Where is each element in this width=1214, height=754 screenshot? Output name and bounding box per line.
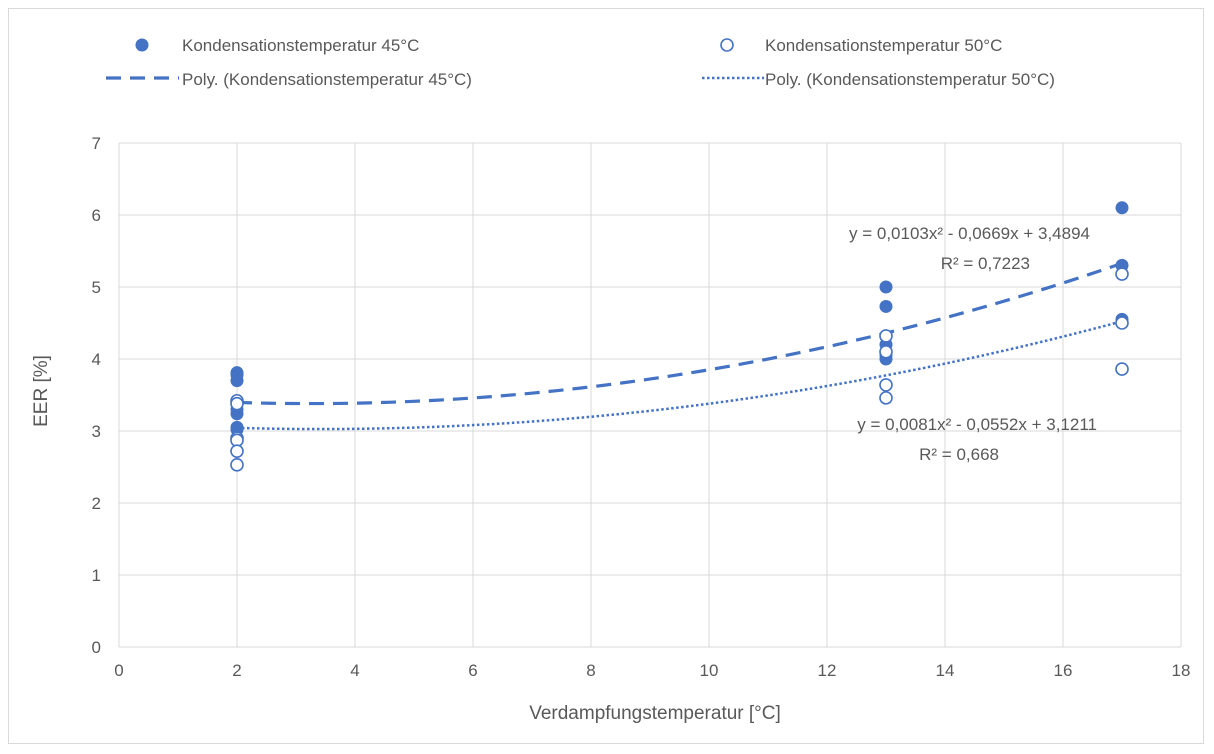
y-tick-label: 0 xyxy=(92,638,101,657)
legend: Kondensationstemperatur 45°C Kondensatio… xyxy=(106,36,1055,89)
y-tick-label: 3 xyxy=(92,422,101,441)
trendline-45 xyxy=(236,261,1123,406)
x-tick-label: 16 xyxy=(1054,661,1073,680)
x-tick-label: 4 xyxy=(350,661,359,680)
y-tick-label: 6 xyxy=(92,206,101,225)
data-point-45 xyxy=(230,374,244,388)
legend-label-45: Kondensationstemperatur 45°C xyxy=(182,36,419,55)
data-point-50 xyxy=(1115,267,1129,281)
y-axis-title: EER [%] xyxy=(31,355,52,427)
y-tick-label: 2 xyxy=(92,494,101,513)
x-tick-label: 6 xyxy=(468,661,477,680)
data-point-50 xyxy=(879,329,893,343)
x-tick-label: 2 xyxy=(232,661,241,680)
trend-50-r2: R² = 0,668 xyxy=(919,445,999,464)
y-tick-label: 1 xyxy=(92,566,101,585)
legend-label-trend-45: Poly. (Kondensationstemperatur 45°C) xyxy=(182,70,472,89)
x-tick-label: 14 xyxy=(936,661,955,680)
data-point-50 xyxy=(879,378,893,392)
data-point-45 xyxy=(879,280,893,294)
data-point-50 xyxy=(230,396,244,411)
grid xyxy=(118,142,1182,648)
trend-45-r2: R² = 0,7223 xyxy=(941,254,1030,273)
data-point-50 xyxy=(230,458,244,472)
legend-label-50: Kondensationstemperatur 50°C xyxy=(765,36,1002,55)
trend-50-equation: y = 0,0081x² - 0,0552x + 3,1211 xyxy=(857,415,1097,434)
x-tick-label: 18 xyxy=(1172,661,1191,680)
y-tick-label: 5 xyxy=(92,278,101,297)
legend-marker-45 xyxy=(135,38,149,52)
trendlines xyxy=(236,261,1123,431)
x-tick-label: 12 xyxy=(818,661,837,680)
y-tick-label: 4 xyxy=(92,350,101,369)
x-axis-title: Verdampfungstemperatur [°C] xyxy=(529,703,781,724)
data-point-45 xyxy=(230,407,244,421)
y-tick-label: 7 xyxy=(92,134,101,153)
data-point-50 xyxy=(1115,362,1129,376)
x-tick-label: 10 xyxy=(700,661,719,680)
data-point-50 xyxy=(879,391,893,405)
data-point-45 xyxy=(879,299,893,313)
x-tick-label: 8 xyxy=(586,661,595,680)
data-point-50 xyxy=(1115,316,1129,330)
data-point-45 xyxy=(1115,201,1129,215)
data-point-50 xyxy=(879,344,893,359)
data-point-50 xyxy=(230,444,244,458)
data-points xyxy=(230,201,1129,472)
chart-frame: 0 1 2 3 4 5 6 7 0 2 4 6 8 10 12 14 16 18 Kondensationstem… xyxy=(8,8,1204,744)
legend-label-trend-50: Poly. (Kondensationstemperatur 50°C) xyxy=(765,70,1055,89)
x-tick-label: 0 xyxy=(114,661,123,680)
legend-marker-50 xyxy=(720,38,734,52)
trend-45-equation: y = 0,0103x² - 0,0669x + 3,4894 xyxy=(849,224,1090,243)
